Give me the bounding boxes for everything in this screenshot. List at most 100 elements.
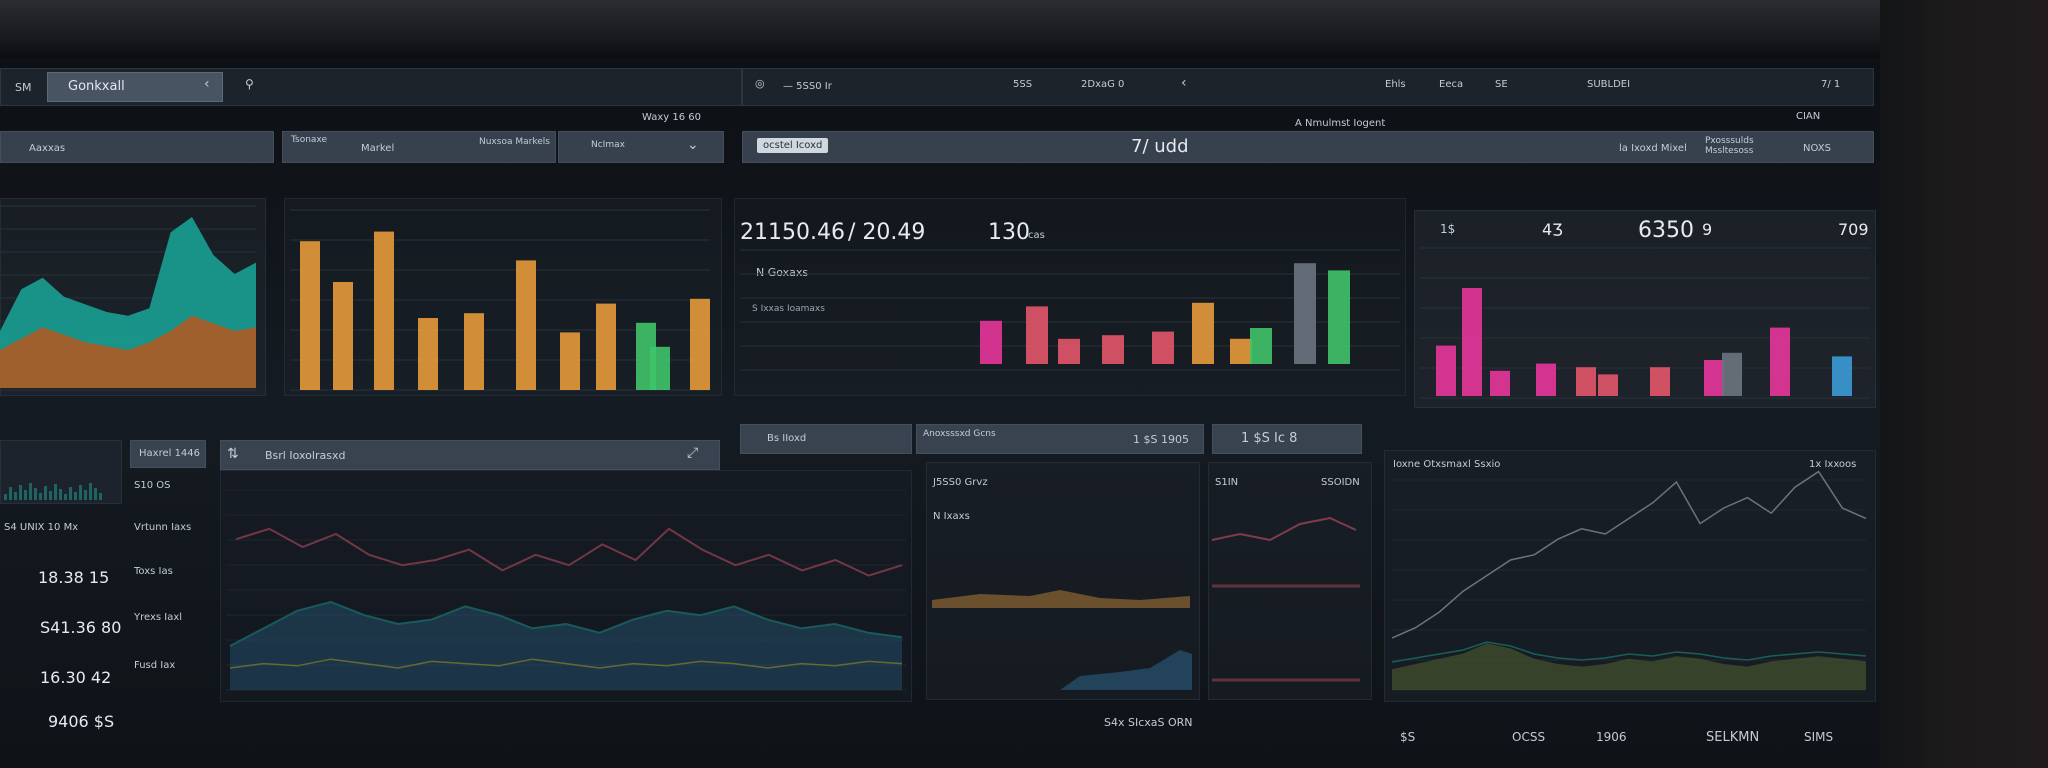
section-title-j: S1IN xyxy=(1215,477,1239,488)
toolbar-item-mixel[interactable]: la Ixoxd Mixel xyxy=(1619,143,1687,154)
toolbar-item-3[interactable]: Markel xyxy=(361,143,395,154)
header-right-label: Waxy 16 60 xyxy=(642,112,702,123)
toolbar-left-c: NcImax ⌄ xyxy=(558,131,724,163)
section-title-d: 1 $S 1905 xyxy=(1133,433,1189,446)
search-input[interactable]: Gonkxall ‹ xyxy=(47,72,223,102)
bar-chart-1-bar xyxy=(690,298,710,390)
list-label-5: Toxs Ias xyxy=(134,566,173,577)
tab-6[interactable]: SUBLDEI xyxy=(1587,79,1631,90)
bar-chart-2-bar xyxy=(1152,331,1174,364)
bar-chart-2-bar xyxy=(1230,338,1252,364)
tab-4[interactable]: Eeca xyxy=(1439,79,1464,90)
toolbar-center-value: 7/ udd xyxy=(1131,136,1189,157)
bar-chart-1-bar xyxy=(464,313,484,390)
line-chart-panel xyxy=(220,470,912,702)
bar-chart-3-bar xyxy=(1650,367,1670,396)
bar-chart-2-bar xyxy=(1058,338,1080,364)
bar-chart-1-bar xyxy=(516,260,536,390)
bottom-5: SIMS xyxy=(1804,730,1834,744)
chevron-left-icon[interactable]: ‹ xyxy=(204,76,210,92)
toolbar-item-1[interactable]: Aaxxas xyxy=(29,143,66,154)
toolbar-right: ocstel Icoxd 7/ udd la Ixoxd Mixel Pxoss… xyxy=(742,131,1874,163)
value-4: 9406 $S xyxy=(48,712,115,731)
mini-button[interactable]: Haxrel 1446 xyxy=(130,440,206,468)
section-header-c: Anoxsssxd Gcns 1 $S 1905 xyxy=(916,424,1204,454)
stat-label-1: N Goxaxs xyxy=(756,266,809,279)
bar-chart-3-bar xyxy=(1436,345,1456,396)
section-title-c: Anoxsssxd Gcns xyxy=(923,429,996,439)
bar-chart-2-bar xyxy=(1026,306,1048,364)
tab-2[interactable]: 2DxaG 0 xyxy=(1081,79,1125,90)
list-label-4: Vrtunn Iaxs xyxy=(134,522,192,533)
target-icon[interactable]: ◎ xyxy=(755,77,765,90)
chevron-down-icon[interactable]: ⌄ xyxy=(687,137,699,153)
section-header-b: Bs IIoxd xyxy=(740,424,912,454)
search-icon[interactable]: ⚲ xyxy=(245,77,254,91)
stat-5: 4Ʒ xyxy=(1542,220,1563,239)
orange-line-panel: J5SS0 Grvz N Ixaxs xyxy=(926,462,1200,700)
section-title-e: 1 $S Ic 8 xyxy=(1241,431,1298,446)
bar-chart-2-bar xyxy=(1250,328,1272,364)
mini-chart-panel xyxy=(0,440,122,504)
sort-icon[interactable]: ⇅ xyxy=(227,446,239,462)
toolbar-item-4[interactable]: Nuxsoa Markels xyxy=(479,137,550,147)
expand-icon[interactable]: ⤢ xyxy=(687,445,699,461)
bar-chart-1-bar xyxy=(596,303,616,390)
section-header-a: ⇅ Bsrl Ioxolrasxd ⤢ xyxy=(220,440,720,470)
mini-button-label: Haxrel 1446 xyxy=(139,448,201,459)
stat-4: 1$ xyxy=(1440,222,1456,236)
list-label-7: Fusd Iax xyxy=(134,660,176,671)
sub-title: A Nmulmst Iogent xyxy=(1295,118,1386,129)
bar-chart-1-bar xyxy=(374,231,394,390)
search-value: Gonkxall xyxy=(68,79,125,94)
list-label-2: S10 OS xyxy=(134,480,171,491)
bottom-2: OCSS xyxy=(1512,730,1546,744)
section-title-b: Bs IIoxd xyxy=(767,433,807,444)
section-title-f: Ioxne Otxsmaxl Ssxio xyxy=(1393,459,1501,470)
section-title-a: Bsrl Ioxolrasxd xyxy=(265,449,346,462)
toolbar-item-noxs[interactable]: NOXS xyxy=(1803,143,1831,154)
bar-chart-2-bar xyxy=(1192,302,1214,364)
section-title-h: J5SS0 Grvz xyxy=(933,477,988,488)
stat-label-2: S Ixxas Ioamaxs xyxy=(752,304,825,314)
tab-3[interactable]: Ehls xyxy=(1385,79,1406,90)
bar-chart-3-bar xyxy=(1462,288,1482,396)
stat-2: / 20.49 xyxy=(848,220,926,245)
bar-chart-1-bar xyxy=(300,241,320,390)
bar-chart-1-bar xyxy=(560,332,580,390)
tab-5[interactable]: SE xyxy=(1495,79,1508,90)
bottom-4: SELKMN xyxy=(1706,730,1760,745)
stat-6: 6350 xyxy=(1638,218,1694,243)
tab-1[interactable]: 5SS xyxy=(1013,79,1033,90)
section-title-i: N Ixaxs xyxy=(933,511,970,522)
header-right-bar: ◎ — 5SS0 Ir 5SS 2DxaG 0 ‹ Ehls Eeca SE S… xyxy=(742,68,1874,106)
header-left-bar: SM Gonkxall ‹ ⚲ xyxy=(0,68,742,106)
bottom-6: S4x SIcxaS ORN xyxy=(1104,716,1193,729)
header-center-value: — 5SS0 Ir xyxy=(783,81,832,92)
toolbar-primary-button[interactable]: ocstel Icoxd xyxy=(757,138,829,153)
bottom-3: 1906 xyxy=(1596,730,1627,744)
bar-chart-3-bar xyxy=(1598,374,1618,396)
chevron-left-icon[interactable]: ‹ xyxy=(1181,75,1187,91)
bar-chart-3-bar xyxy=(1704,360,1724,396)
stat-7: 709 xyxy=(1838,220,1869,239)
bar-chart-3-bar xyxy=(1536,363,1556,396)
bar-chart-3-bar xyxy=(1490,370,1510,396)
toolbar-item-5[interactable]: NcImax xyxy=(591,140,625,150)
stat-1: 21150.46 xyxy=(740,220,845,245)
toolbar-left-a: Aaxxas xyxy=(0,131,274,163)
bottom-1: $S xyxy=(1400,730,1416,744)
red-line-panel: S1IN SSOIDN xyxy=(1208,462,1372,700)
toolbar-item-pross[interactable]: Pxosssulds Mssltesoss xyxy=(1705,136,1754,156)
toolbar-left-b: Tsonaxe Markel Nuxsoa Markels xyxy=(282,131,556,163)
bar-chart-1-bar xyxy=(650,346,670,390)
stat-3: 130 xyxy=(988,220,1030,245)
monitor-bezel-top xyxy=(0,0,2048,58)
big-line-panel: Ioxne Otxsmaxl Ssxio 1x Ixxoos xyxy=(1384,450,1876,702)
bar-chart-1-bar xyxy=(418,318,438,390)
toolbar-item-2[interactable]: Tsonaxe xyxy=(291,135,328,145)
stat-3-unit: cas xyxy=(1028,230,1045,241)
section-title-g: 1x Ixxoos xyxy=(1809,459,1857,470)
header-right-tag: CIAN xyxy=(1796,111,1821,122)
